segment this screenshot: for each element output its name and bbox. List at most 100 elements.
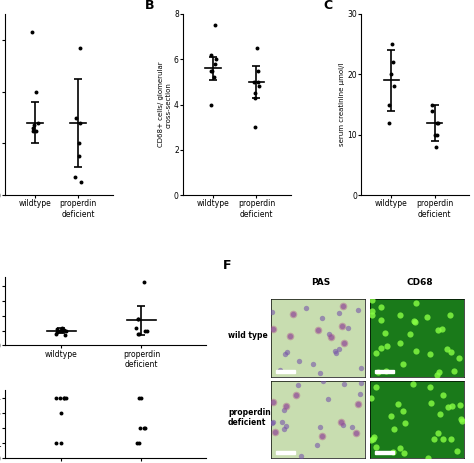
Point xyxy=(73,114,80,121)
Point xyxy=(134,315,142,322)
Point xyxy=(388,40,396,48)
Point xyxy=(421,248,428,256)
Point xyxy=(134,315,142,322)
Point xyxy=(389,58,397,66)
Point xyxy=(135,439,143,447)
Point xyxy=(53,394,60,401)
Point xyxy=(250,78,257,86)
Point xyxy=(210,74,218,81)
Point xyxy=(77,179,85,186)
Point xyxy=(75,140,82,147)
Point xyxy=(63,394,70,401)
Point xyxy=(317,98,324,105)
Text: wild type: wild type xyxy=(228,332,268,340)
Point xyxy=(414,88,421,95)
Point xyxy=(430,152,438,160)
Point xyxy=(136,330,143,337)
Point xyxy=(255,83,263,90)
Text: PAS: PAS xyxy=(311,278,330,287)
Point xyxy=(32,127,39,134)
Point xyxy=(33,88,40,95)
Point xyxy=(76,153,83,160)
Point xyxy=(251,89,258,97)
Point xyxy=(254,67,262,74)
Point xyxy=(387,71,394,78)
Point xyxy=(30,122,38,129)
Point xyxy=(433,119,441,126)
Point xyxy=(54,325,61,332)
Text: B: B xyxy=(145,0,155,13)
Point xyxy=(56,394,64,401)
Point xyxy=(332,89,340,97)
Point xyxy=(390,270,398,278)
Point xyxy=(141,327,149,334)
Point xyxy=(343,180,351,188)
Point xyxy=(34,119,42,126)
Point xyxy=(137,394,145,401)
Point xyxy=(444,220,451,228)
Y-axis label: CD68+ cells/ glomerular
cross-section: CD68+ cells/ glomerular cross-section xyxy=(158,62,171,147)
Point xyxy=(133,439,140,447)
Point xyxy=(29,127,36,134)
Point xyxy=(53,439,60,447)
Point xyxy=(461,123,469,130)
Point xyxy=(255,78,262,86)
Point xyxy=(76,119,84,126)
Point xyxy=(58,409,65,416)
Point xyxy=(58,324,66,331)
Text: F: F xyxy=(223,259,232,272)
Point xyxy=(135,330,142,337)
Point xyxy=(212,21,219,29)
Text: properdin
deficient: properdin deficient xyxy=(228,408,271,427)
Point xyxy=(141,424,149,432)
Point xyxy=(432,143,440,150)
Point xyxy=(343,180,351,188)
Point xyxy=(469,309,474,316)
Point xyxy=(52,330,60,337)
Bar xyxy=(375,370,394,373)
Point xyxy=(207,101,214,108)
Point xyxy=(132,324,140,331)
Point xyxy=(431,131,439,138)
Point xyxy=(77,44,84,51)
Point xyxy=(459,109,467,117)
Text: C: C xyxy=(323,0,333,13)
Bar xyxy=(276,370,295,373)
Point xyxy=(209,67,216,74)
Point xyxy=(61,331,69,338)
Point xyxy=(58,327,66,334)
Point xyxy=(441,243,448,250)
Point xyxy=(57,439,65,447)
Text: CD68: CD68 xyxy=(407,278,433,287)
Point xyxy=(207,67,215,74)
Point xyxy=(56,327,64,334)
Point xyxy=(54,329,61,336)
Point xyxy=(211,60,219,68)
Point xyxy=(436,125,444,133)
Point xyxy=(428,107,436,114)
Point xyxy=(60,394,68,401)
Point xyxy=(143,327,151,334)
Point xyxy=(253,44,261,51)
Point xyxy=(212,56,220,63)
Y-axis label: serum creatinine μmol/l: serum creatinine μmol/l xyxy=(338,63,345,146)
Point xyxy=(386,119,393,126)
Point xyxy=(137,424,144,432)
Point xyxy=(251,94,258,101)
Point xyxy=(386,101,393,108)
Point xyxy=(135,394,143,401)
Point xyxy=(391,83,398,90)
Point xyxy=(62,327,70,334)
Point xyxy=(452,120,459,128)
Point xyxy=(140,424,147,432)
Point xyxy=(28,28,36,36)
Point xyxy=(140,278,147,285)
Point xyxy=(72,174,79,181)
Point xyxy=(29,124,36,131)
Point xyxy=(207,51,215,58)
Point xyxy=(60,326,67,334)
Bar xyxy=(375,451,394,455)
Bar xyxy=(276,451,295,455)
Point xyxy=(433,131,440,138)
Point xyxy=(428,101,436,108)
